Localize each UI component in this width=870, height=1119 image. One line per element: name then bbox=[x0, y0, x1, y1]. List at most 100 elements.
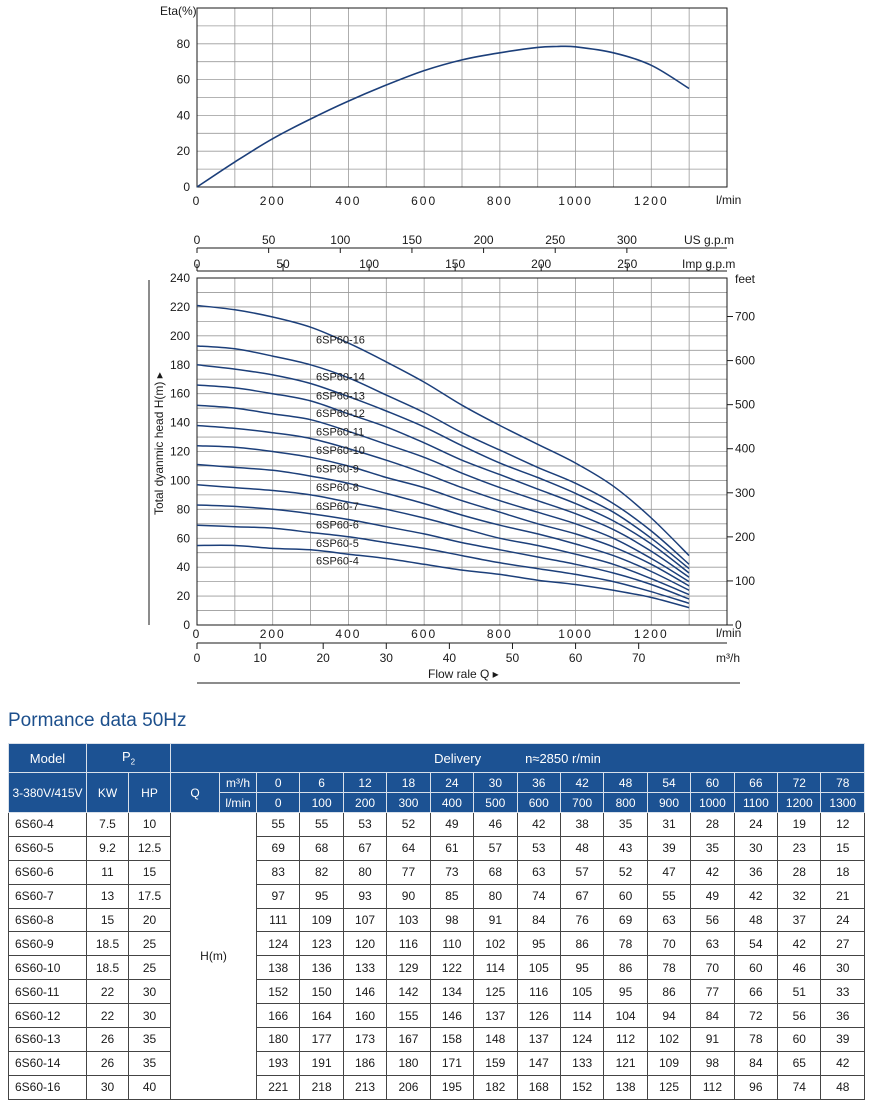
lmin-value: 400 bbox=[429, 792, 475, 813]
curve-label: 6SP60-4 bbox=[316, 555, 359, 567]
head-value-cell: 49 bbox=[429, 812, 475, 837]
head-tick-label: 200 bbox=[170, 329, 190, 343]
model-cell: 6S60-5 bbox=[8, 835, 87, 861]
head-value-cell: 95 bbox=[299, 883, 344, 909]
head-value-cell: 39 bbox=[646, 835, 692, 861]
head-value-cell: 60 bbox=[733, 955, 779, 981]
head-value-cell: 60 bbox=[777, 1027, 822, 1052]
lmin-value: 100 bbox=[299, 792, 344, 813]
head-value-cell: 124 bbox=[255, 931, 301, 957]
hp-cell: 30 bbox=[128, 1003, 171, 1029]
head-value-cell: 109 bbox=[299, 907, 344, 933]
p2-header: P2 bbox=[86, 743, 171, 773]
head-value-cell: 53 bbox=[342, 812, 388, 837]
table-row: 6S60-8 15 20 111 109 107 103 98 91 84 76 69 63 56 48 37… bbox=[8, 907, 865, 933]
m3h-value: 60 bbox=[690, 772, 735, 793]
hp-cell: 12.5 bbox=[128, 835, 171, 861]
m3h-value: 42 bbox=[559, 772, 605, 793]
table-row: 6S60-9 18.5 25 124 123 120 116 110 102 95 86 78 70 63… bbox=[8, 931, 865, 957]
head-value-cell: 36 bbox=[820, 1003, 865, 1029]
head-value-cell: 78 bbox=[603, 931, 648, 957]
head-value-cell: 37 bbox=[777, 907, 822, 933]
head-curve-6sp60-13 bbox=[196, 364, 690, 570]
delivery-label: Delivery bbox=[434, 750, 482, 766]
kw-cell: 9.2 bbox=[86, 835, 129, 861]
head-label-cell: H(m) bbox=[170, 812, 257, 1100]
model-cell: 6S60-13 bbox=[8, 1027, 87, 1052]
head-value-cell: 166 bbox=[255, 1003, 301, 1029]
head-value-cell: 74 bbox=[516, 883, 561, 909]
head-value-cell: 95 bbox=[516, 931, 561, 957]
m3h-tick-label: 0 bbox=[194, 651, 201, 665]
section-title: Pormance data 50Hz bbox=[8, 710, 187, 731]
head-axis-title: Total dyanmic head H(m) ▸ bbox=[152, 372, 166, 515]
curve-label: 6SP60-5 bbox=[316, 538, 359, 550]
m3h-value: 12 bbox=[342, 772, 388, 793]
impgpm-tick-label: 200 bbox=[531, 257, 551, 271]
lmin-value: 600 bbox=[516, 792, 561, 813]
head-value-cell: 137 bbox=[516, 1027, 561, 1052]
model-cell: 6S60-4 bbox=[8, 812, 87, 837]
impgpm-axis-label: Imp g.p.m bbox=[682, 257, 735, 271]
head-value-cell: 35 bbox=[603, 812, 648, 837]
model-cell: 6S60-10 bbox=[8, 955, 87, 981]
lmin-tick-label: 600 bbox=[411, 627, 437, 641]
p2-header-text: P bbox=[121, 749, 131, 765]
head-value-cell: 86 bbox=[646, 979, 692, 1005]
head-value-cell: 160 bbox=[342, 1003, 388, 1029]
head-value-cell: 195 bbox=[429, 1074, 475, 1100]
curve-label: 6SP60-12 bbox=[316, 408, 365, 420]
lmin-tick-label: 1000 bbox=[558, 627, 593, 641]
head-value-cell: 12 bbox=[820, 812, 865, 837]
head-value-cell: 186 bbox=[342, 1050, 388, 1076]
feet-tick-label: 0 bbox=[735, 618, 742, 632]
head-tick-label: 220 bbox=[170, 300, 190, 314]
curve-label: 6SP60-13 bbox=[316, 390, 365, 402]
head-value-cell: 56 bbox=[690, 907, 735, 933]
head-tick-label: 240 bbox=[170, 271, 190, 285]
head-value-cell: 133 bbox=[559, 1050, 605, 1076]
impgpm-tick-label: 150 bbox=[445, 257, 465, 271]
curve-label: 6SP60-8 bbox=[316, 482, 359, 494]
m3h-value: 54 bbox=[646, 772, 692, 793]
head-value-cell: 68 bbox=[473, 859, 518, 885]
lmin-value: 700 bbox=[559, 792, 605, 813]
kw-cell: 26 bbox=[86, 1050, 129, 1076]
hp-cell: 25 bbox=[128, 955, 171, 981]
kw-cell: 11 bbox=[86, 859, 129, 885]
head-value-cell: 168 bbox=[516, 1074, 561, 1100]
head-value-cell: 78 bbox=[733, 1027, 779, 1052]
table-row: 6S60-16 30 40 221 218 213 206 195 182 168 152 138 12… bbox=[8, 1074, 865, 1100]
head-value-cell: 96 bbox=[733, 1074, 779, 1100]
head-value-cell: 55 bbox=[646, 883, 692, 909]
lmin-value: 500 bbox=[473, 792, 518, 813]
feet-tick-label: 500 bbox=[735, 398, 755, 412]
head-chart: Total dyanmic head H(m) ▸ feet 0 20 40 60 80… bbox=[148, 271, 756, 684]
head-value-cell: 221 bbox=[255, 1074, 301, 1100]
m3h-tick-label: 10 bbox=[253, 651, 267, 665]
curve-label: 6SP60-9 bbox=[316, 464, 359, 476]
x-tick-label: 1000 bbox=[558, 194, 593, 208]
head-value-cell: 142 bbox=[386, 979, 431, 1005]
head-value-cell: 48 bbox=[559, 835, 605, 861]
hp-cell: 40 bbox=[128, 1074, 171, 1100]
head-value-cell: 52 bbox=[603, 859, 648, 885]
head-value-cell: 109 bbox=[646, 1050, 692, 1076]
kw-cell: 22 bbox=[86, 1003, 129, 1029]
head-curve-6sp60-4 bbox=[196, 544, 690, 609]
head-value-cell: 180 bbox=[386, 1050, 431, 1076]
head-value-cell: 63 bbox=[646, 907, 692, 933]
head-curve-6sp60-11 bbox=[196, 404, 690, 578]
head-value-cell: 55 bbox=[255, 812, 301, 837]
head-value-cell: 69 bbox=[603, 907, 648, 933]
head-value-cell: 39 bbox=[820, 1027, 865, 1052]
head-curve-6sp60-6 bbox=[196, 504, 690, 600]
head-curve-6sp60-14 bbox=[196, 345, 690, 565]
y-tick-label: 40 bbox=[177, 108, 191, 122]
kw-cell: 13 bbox=[86, 883, 129, 909]
speed-label: n≈2850 r/min bbox=[525, 750, 601, 766]
head-value-cell: 104 bbox=[603, 1003, 648, 1029]
head-value-cell: 93 bbox=[342, 883, 388, 909]
head-value-cell: 84 bbox=[690, 1003, 735, 1029]
lmin-tick-label: 200 bbox=[260, 627, 286, 641]
